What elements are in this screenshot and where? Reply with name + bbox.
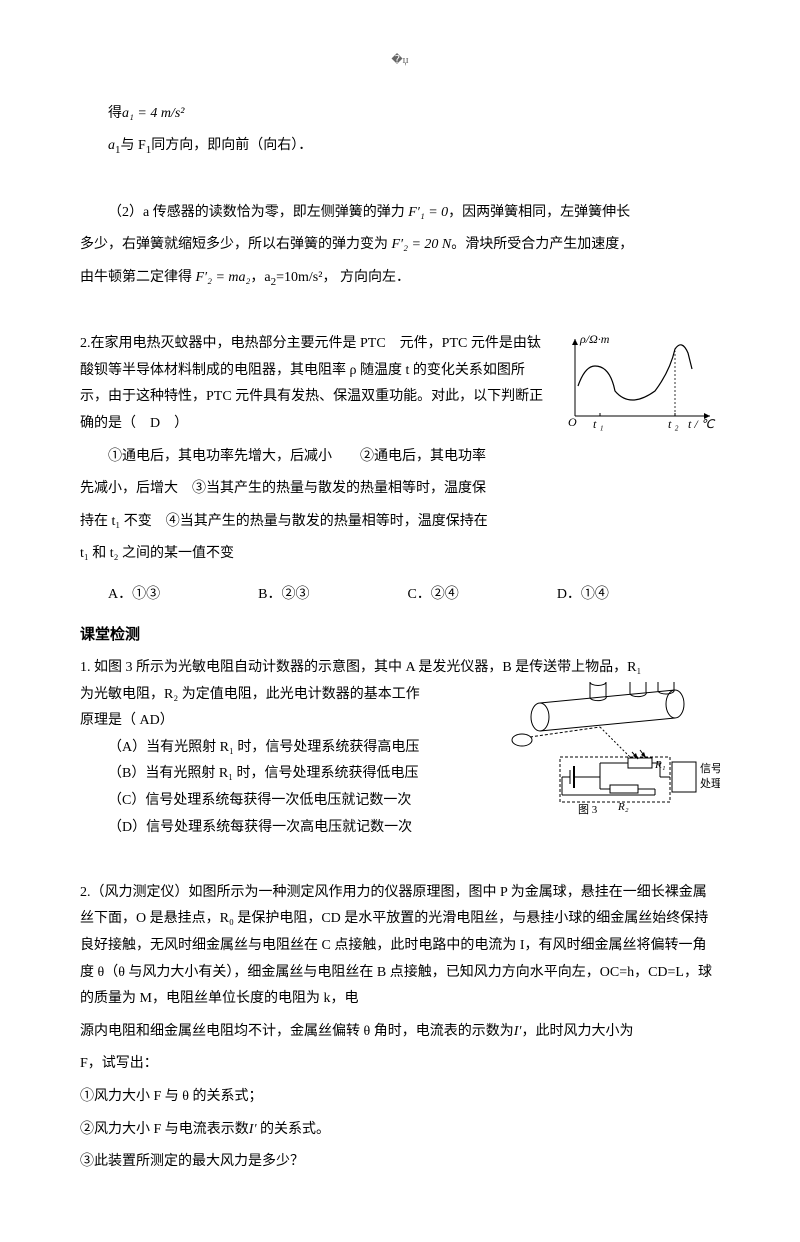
sol1-part2-l1: （2）a 传感器的读数恰为零，即左侧弹簧的弹力 F′₁ = 0，因两弹簧相同，左…	[80, 200, 720, 227]
q4-p1: 2.（风力测定仪）如图所示为一种测定风作用力的仪器原理图，图中 P 为金属球，悬…	[80, 880, 720, 1013]
q2-s1: ①通电后，其电功率先增大，后减小 ②通电后，其电功率	[80, 444, 720, 471]
q4-p2: 源内电阻和细金属丝电阻均不计，金属丝偏转 θ 角时，电流表的示数为I′，此时风力…	[80, 1019, 720, 1046]
q4-s2: ②风力大小 F 与电流表示数I′ 的关系式。	[80, 1117, 720, 1144]
xlabel: t / ℃	[688, 417, 716, 431]
conveyor-diagram: R₁ R₂ 图 3 信号 处理	[500, 682, 720, 828]
spacer	[80, 299, 720, 326]
text: ②风力大小 F 与电流表示数	[80, 1122, 249, 1137]
ylabel: ρ/Ω·m	[579, 332, 610, 346]
signal-label1: 信号	[700, 762, 720, 775]
q2-optA: A．①③	[80, 582, 160, 609]
spacer	[80, 847, 720, 874]
sol1-part2-l3: 由牛顿第二定律得 F′₂ = ma₂，a2=10m/s²， 方向向左．	[80, 265, 720, 293]
text: （2）a 传感器的读数恰为零，即左侧弹簧的弹力	[108, 205, 405, 220]
r2-label: R₂	[617, 801, 629, 813]
spacer	[80, 167, 720, 194]
q2-s4: t₁ 和 t₂ 之间的某一值不变	[80, 541, 720, 568]
q2-block: O t ₁ t ₂ t / ℃ ρ/Ω·m 2.在家用电热灭蚊器中，电热部分主要…	[80, 331, 720, 574]
q2-options: A．①③ B．②③ C．②④ D．①④	[80, 582, 720, 609]
q2-s3: 持在 t₁ 不变 ④当其产生的热量与散发的热量相等时，温度保持在	[80, 509, 720, 536]
signal-label2: 处理	[700, 777, 720, 790]
classroom-test-title: 课堂检测	[80, 621, 720, 650]
text: 源内电阻和细金属丝电阻均不计，金属丝偏转 θ 角时，电流表的示数为	[80, 1024, 514, 1039]
eq: F′₂ = ma₂	[196, 270, 251, 285]
text: 。滑块所受合力产生加速度，	[451, 237, 633, 252]
q2-s2: 先减小，后增大 ③当其产生的热量与散发的热量相等时，温度保	[80, 476, 720, 503]
text: 与 F	[121, 138, 146, 153]
text: ，a	[250, 270, 270, 285]
sol1-part2-l2: 多少，右弹簧就缩短多少，所以右弹簧的弹力变为 F′₂ = 20 N。滑块所受合力…	[80, 232, 720, 259]
text: 由牛顿第二定律得	[80, 270, 192, 285]
sol1-line2: a1与 F1同方向，即向前（向右）．	[80, 133, 720, 161]
q2-optB: B．②③	[230, 582, 309, 609]
text: 的关系式。	[257, 1122, 331, 1137]
text: ，此时风力大小为	[521, 1024, 633, 1039]
q3-intro: 1. 如图 3 所示为光敏电阻自动计数器的示意图，其中 A 是发光仪器，B 是传…	[80, 655, 720, 682]
ptc-chart: O t ₁ t ₂ t / ℃ ρ/Ω·m	[560, 331, 720, 442]
text: 同方向，即向前（向右）．	[151, 138, 312, 153]
eq: a₁ = 4 m/s²	[122, 106, 184, 121]
sol1-line1: 得a₁ = 4 m/s²	[80, 101, 720, 128]
r1-label: R₁	[654, 759, 666, 771]
t2-label: t ₂	[668, 417, 679, 431]
origin-label: O	[568, 415, 577, 429]
page-marker: �џ	[80, 50, 720, 71]
text: 得	[108, 106, 122, 121]
var: I′	[249, 1122, 257, 1137]
text: 多少，右弹簧就缩短多少，所以右弹簧的弹力变为	[80, 237, 388, 252]
q4-s3: ③此装置所测定的最大风力是多少？	[80, 1149, 720, 1176]
q4-p3: F，试写出：	[80, 1051, 720, 1078]
eq: F′₂ = 20 N	[392, 237, 452, 252]
text: =10m/s²， 方向向左．	[276, 270, 410, 285]
q3-block: 1. 如图 3 所示为光敏电阻自动计数器的示意图，其中 A 是发光仪器，B 是传…	[80, 655, 720, 841]
t1-label: t ₁	[593, 417, 604, 431]
q4-s1: ①风力大小 F 与 θ 的关系式；	[80, 1084, 720, 1111]
q2-optC: C．②④	[379, 582, 458, 609]
eq: F′₁ = 0	[408, 205, 448, 220]
text: ，因两弹簧相同，左弹簧伸长	[448, 205, 630, 220]
var: a	[108, 138, 115, 153]
q2-optD: D．①④	[529, 582, 609, 609]
fig3-label: 图 3	[578, 803, 598, 816]
